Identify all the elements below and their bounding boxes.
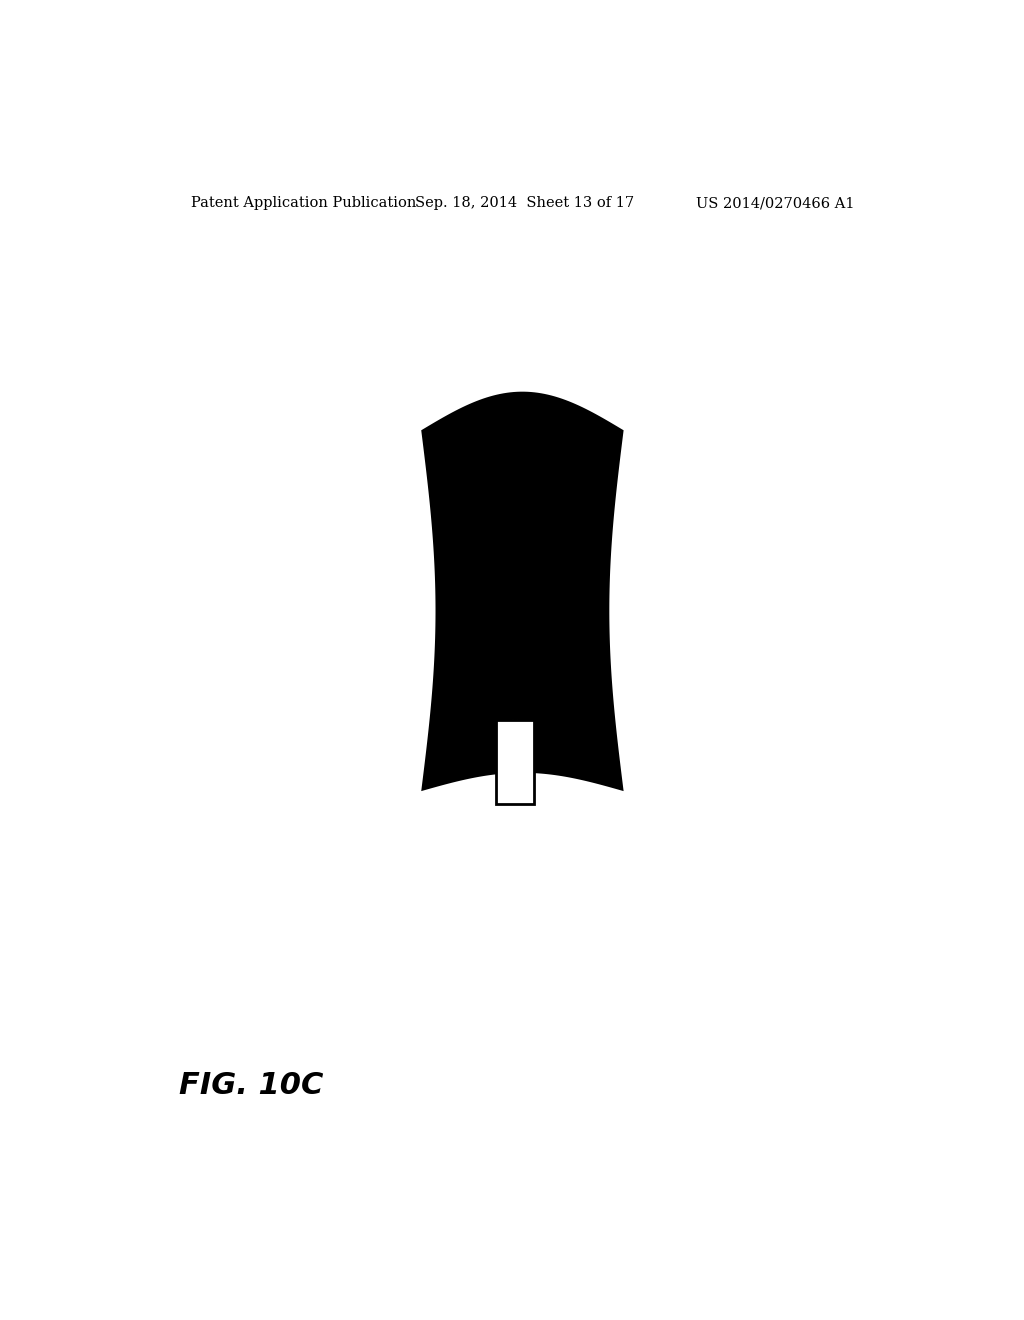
Text: Patent Application Publication: Patent Application Publication [191, 197, 417, 210]
Polygon shape [421, 392, 624, 791]
Bar [497, 721, 535, 804]
Text: US 2014/0270466 A1: US 2014/0270466 A1 [695, 197, 854, 210]
Text: FIG. 10C: FIG. 10C [179, 1071, 324, 1100]
Text: Sep. 18, 2014  Sheet 13 of 17: Sep. 18, 2014 Sheet 13 of 17 [416, 197, 634, 210]
